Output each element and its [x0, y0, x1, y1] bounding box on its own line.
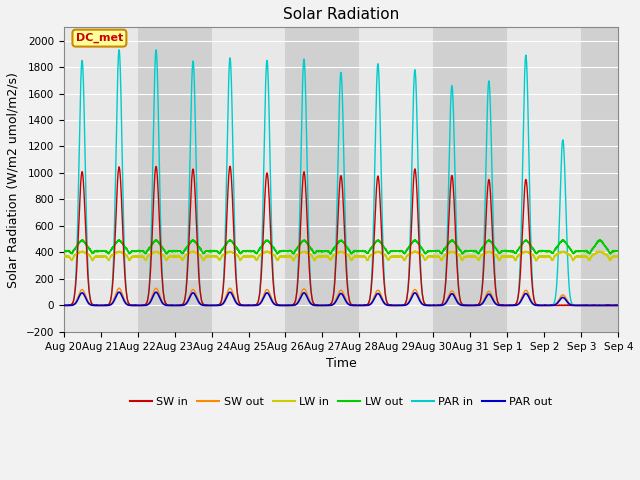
- Bar: [581, 27, 618, 332]
- Y-axis label: Solar Radiation (W/m2 umol/m2/s): Solar Radiation (W/m2 umol/m2/s): [7, 72, 20, 288]
- Bar: [63, 27, 138, 332]
- Bar: [138, 27, 211, 332]
- Legend: SW in, SW out, LW in, LW out, PAR in, PAR out: SW in, SW out, LW in, LW out, PAR in, PA…: [125, 393, 557, 412]
- Text: DC_met: DC_met: [76, 33, 123, 43]
- Bar: [433, 27, 508, 332]
- Bar: [285, 27, 360, 332]
- Bar: [508, 27, 581, 332]
- Bar: [211, 27, 285, 332]
- X-axis label: Time: Time: [326, 357, 356, 370]
- Title: Solar Radiation: Solar Radiation: [283, 7, 399, 22]
- Bar: [360, 27, 433, 332]
